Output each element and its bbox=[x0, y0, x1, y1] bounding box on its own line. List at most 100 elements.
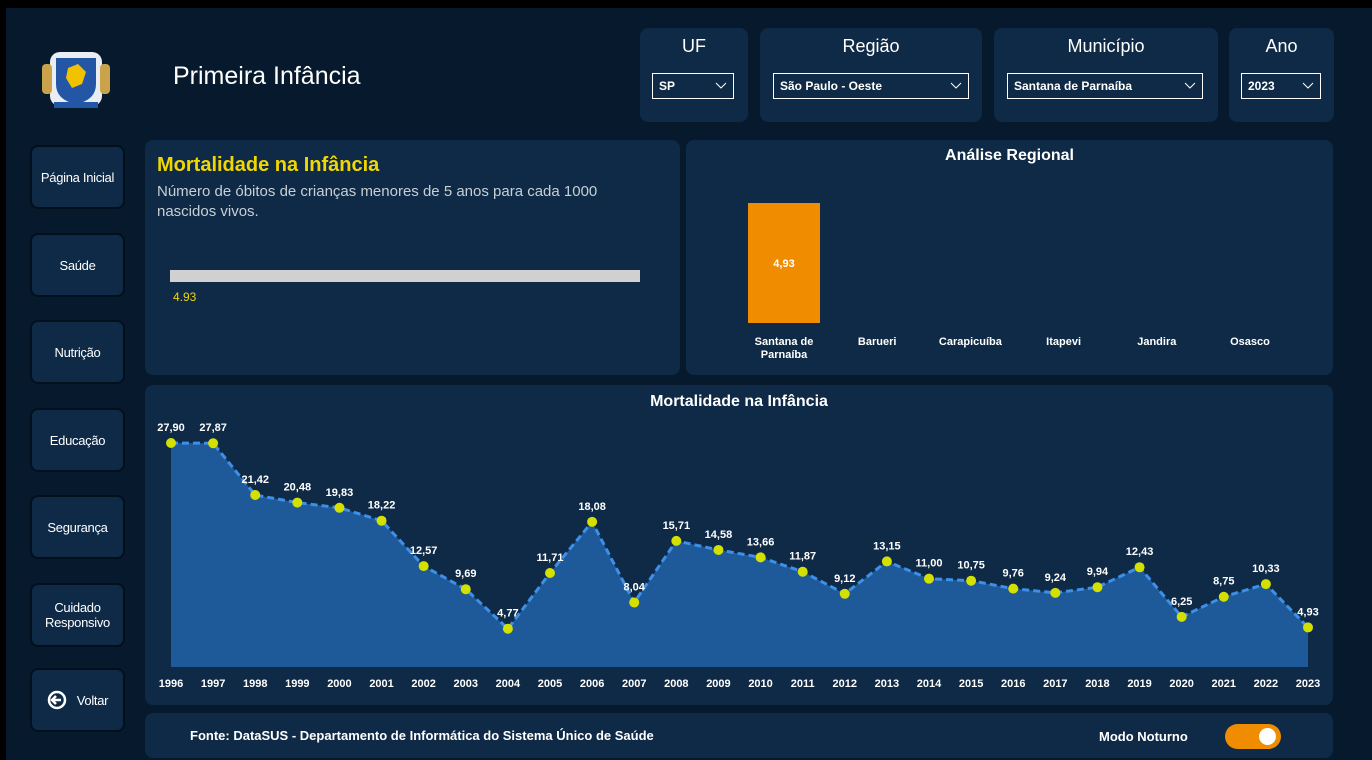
toggle[interactable] bbox=[1225, 724, 1281, 749]
kpi-card: Mortalidade na Infância Número de óbitos… bbox=[145, 140, 680, 375]
x-tick-label: 2004 bbox=[496, 678, 521, 690]
kpi-value: 4.93 bbox=[173, 290, 197, 304]
x-tick-label: 2010 bbox=[748, 678, 772, 690]
data-label: 9,94 bbox=[1087, 566, 1109, 578]
filter-regiao: Região São Paulo - Oeste bbox=[760, 28, 982, 122]
chevron bbox=[1302, 82, 1314, 89]
chevron bbox=[715, 82, 727, 89]
data-label: 13,15 bbox=[873, 540, 901, 552]
x-tick-label: 2022 bbox=[1254, 678, 1278, 690]
data-label: 8,75 bbox=[1213, 576, 1234, 588]
data-label: 11,71 bbox=[537, 552, 564, 564]
x-tick-label: 2019 bbox=[1127, 678, 1151, 690]
nav-button[interactable]: Segurança bbox=[30, 495, 125, 559]
data-label: 11,87 bbox=[789, 551, 816, 563]
point bbox=[755, 552, 766, 563]
data-label: 18,08 bbox=[578, 501, 606, 513]
nav-button[interactable]: Voltar bbox=[30, 668, 125, 732]
x-tick-label: 1999 bbox=[285, 678, 309, 690]
bar-plot: 4,93 bbox=[748, 203, 820, 323]
x-tick-label: 1997 bbox=[201, 678, 225, 690]
filter-municipio: Município Santana de Parnaíba bbox=[994, 28, 1218, 122]
point bbox=[587, 516, 598, 527]
point bbox=[839, 588, 850, 599]
x-tick-label: Carapicuíba bbox=[938, 336, 1002, 348]
trend-chart: Mortalidade na Infância 27,90 1996 27,87 19… bbox=[145, 385, 1333, 705]
x-tick-label: 2013 bbox=[875, 678, 899, 690]
data-label: 14,58 bbox=[705, 529, 733, 541]
filter-label: Região bbox=[842, 36, 900, 56]
data-label: 21,42 bbox=[241, 474, 269, 486]
gauge-bar bbox=[170, 270, 640, 282]
point bbox=[250, 490, 261, 501]
nav-label: Educação bbox=[49, 432, 106, 448]
toggle-knob bbox=[1259, 728, 1276, 745]
nav-label: Saúde bbox=[59, 257, 96, 273]
point bbox=[1008, 583, 1019, 594]
nav-button[interactable]: Cuidado Responsivo bbox=[30, 583, 125, 647]
point bbox=[1050, 587, 1061, 598]
point bbox=[292, 497, 303, 508]
data-label: 4,93 bbox=[773, 258, 794, 270]
point bbox=[545, 567, 555, 578]
nav-label: Segurança bbox=[47, 519, 108, 535]
data-label: 9,12 bbox=[834, 573, 855, 585]
x-tick-label: 2007 bbox=[622, 678, 646, 690]
dropdown-value: SP bbox=[659, 79, 676, 93]
nav-button[interactable]: Nutrição bbox=[30, 320, 125, 384]
point bbox=[713, 544, 724, 555]
point bbox=[1218, 591, 1229, 602]
data-label: 4,77 bbox=[497, 608, 518, 620]
footer: Fonte: DataSUS - Departamento de Informá… bbox=[145, 713, 1333, 758]
regional-chart: Análise Regional 4,93 Santana de Parnaíb… bbox=[686, 140, 1333, 375]
bar bbox=[748, 203, 820, 323]
nav-button[interactable]: Educação bbox=[30, 408, 125, 472]
x-tick-label: 2011 bbox=[791, 678, 815, 690]
chevron bbox=[950, 82, 962, 89]
data-label: 18,22 bbox=[368, 500, 396, 512]
dropdown[interactable]: Santana de Parnaíba bbox=[1007, 73, 1203, 99]
x-tick-label: 2014 bbox=[917, 678, 942, 690]
data-label: 13,66 bbox=[747, 536, 775, 548]
x-tick-label: 2012 bbox=[833, 678, 857, 690]
point bbox=[1176, 611, 1187, 622]
x-tick-label: 2001 bbox=[369, 678, 393, 690]
nav-label: Página Inicial bbox=[40, 169, 115, 185]
filter-uf: UF SP bbox=[640, 28, 748, 122]
data-label: 11,00 bbox=[916, 558, 943, 570]
nav-label: Nutrição bbox=[54, 344, 101, 360]
point bbox=[966, 575, 977, 586]
data-label: 12,57 bbox=[410, 545, 438, 557]
nav-button[interactable]: Saúde bbox=[30, 233, 125, 297]
x-tick-label: 2016 bbox=[1001, 678, 1025, 690]
data-label: 6,25 bbox=[1171, 596, 1192, 608]
data-label: 27,87 bbox=[199, 422, 227, 434]
data-label: 15,71 bbox=[663, 520, 691, 532]
chart-title: Análise Regional bbox=[945, 147, 1074, 164]
filter-ano: Ano 2023 bbox=[1229, 28, 1334, 122]
x-tick-label: 2005 bbox=[538, 678, 562, 690]
point bbox=[166, 438, 176, 448]
chart-title: Mortalidade na Infância bbox=[650, 393, 828, 410]
x-tick-label: 2015 bbox=[959, 678, 983, 690]
nav-button[interactable]: Página Inicial bbox=[30, 145, 125, 209]
x-tick-label: 2009 bbox=[706, 678, 730, 690]
x-tick-label: 2002 bbox=[411, 678, 435, 690]
nav-label: Voltar bbox=[76, 692, 109, 708]
dropdown[interactable]: SP bbox=[652, 73, 734, 99]
point bbox=[1260, 579, 1271, 590]
dropdown[interactable]: 2023 bbox=[1241, 73, 1321, 99]
point bbox=[376, 515, 387, 526]
data-label: 19,83 bbox=[326, 487, 354, 499]
dropdown[interactable]: São Paulo - Oeste bbox=[773, 73, 969, 99]
x-tick-label: 2020 bbox=[1169, 678, 1193, 690]
data-label: 9,76 bbox=[1003, 568, 1024, 580]
point bbox=[460, 584, 471, 595]
dropdown-value: São Paulo - Oeste bbox=[780, 79, 883, 93]
x-tick-label: 2000 bbox=[327, 678, 351, 690]
back-icon bbox=[47, 690, 67, 710]
source-note: Fonte: DataSUS - Departamento de Informá… bbox=[190, 728, 654, 743]
x-tick-label: Jandira bbox=[1137, 336, 1177, 348]
point bbox=[1303, 622, 1313, 633]
x-tick-label: Itapevi bbox=[1046, 336, 1082, 348]
